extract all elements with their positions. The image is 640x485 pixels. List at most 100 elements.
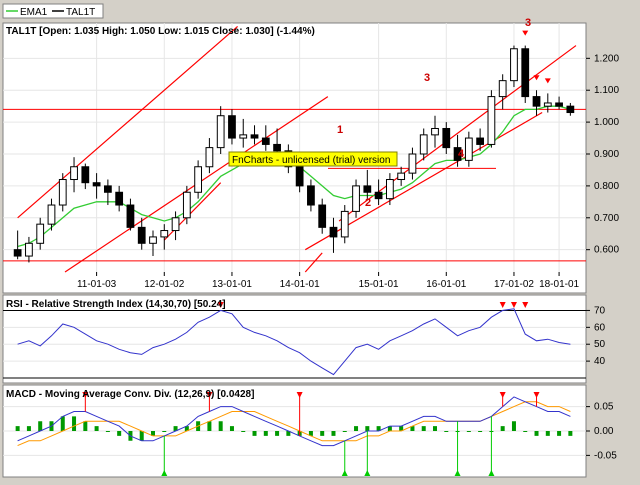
candle-body (160, 230, 169, 238)
down-arrows (522, 30, 551, 84)
x-tick-label-4: 15-01-01 (359, 279, 399, 290)
rsi-series-line (17, 308, 571, 376)
macd-hist-bar (568, 431, 573, 436)
macd-hist-bar (83, 421, 88, 431)
candle-body (25, 242, 33, 257)
legend-label-tal1t[interactable]: TAL1T (66, 7, 95, 18)
macd-hist-bar (60, 416, 65, 431)
candle-body (137, 226, 146, 244)
macd-hist-bar (105, 431, 110, 432)
macd-hist-bar (342, 431, 347, 432)
macd-hist-bar (286, 431, 291, 436)
x-tick-label-3: 14-01-01 (280, 279, 320, 290)
candle-body (216, 115, 225, 149)
macd-hist-bar (94, 426, 99, 431)
candle-body (476, 137, 485, 145)
watermark-text: FnCharts - unlicensed (trial) version (232, 155, 390, 166)
candle-body (239, 134, 248, 139)
down-arrow (522, 30, 529, 36)
y-tick-label-4: 0.800 (594, 181, 619, 192)
candle-body (92, 182, 101, 187)
candle-body (171, 217, 180, 232)
y-tick-label-6: 0.600 (594, 245, 619, 256)
legend-label-ema[interactable]: EMA1 (20, 7, 48, 18)
rsi-sell-marker (217, 302, 224, 308)
wave-label-3-top: 3 (525, 17, 531, 29)
candle-body (431, 127, 439, 136)
candle-body (126, 204, 135, 228)
macd-hist-bar (433, 426, 437, 431)
price-y-axis: 1.200 1.100 1.000 0.900 0.800 0.700 0.600 (586, 53, 619, 256)
rsi-panel (2, 294, 587, 384)
macd-grid (3, 406, 586, 456)
macd-y-tick-label-0: 0.05 (594, 402, 614, 413)
macd-hist-bar (308, 431, 313, 436)
candle-body (566, 105, 575, 114)
trend-line (304, 252, 323, 273)
wave-label-4: 4 (458, 148, 465, 160)
rsi-sell-marker (522, 302, 529, 308)
candle-body (13, 249, 22, 257)
buy-signal-marker (364, 470, 371, 476)
price-x-axis: 11-01-03 12-01-02 13-01-01 14-01-01 15-01-01… (77, 272, 580, 290)
y-tick-label-3: 0.900 (594, 149, 619, 160)
rsi-y-tick-label-2: 50 (594, 339, 606, 350)
rsi-grid (3, 309, 586, 379)
macd-hist-bar (523, 431, 528, 432)
macd-hist-bar (117, 431, 122, 436)
macd-hist-bar (466, 431, 471, 432)
x-tick-label-5: 16-01-01 (426, 279, 466, 290)
candle-body (228, 115, 236, 139)
wave-label-2: 2 (365, 197, 371, 209)
candle-body (329, 226, 338, 238)
candle-body (498, 80, 507, 98)
macd-hist-bar (15, 426, 20, 431)
x-tick-label-1: 12-01-02 (144, 279, 184, 290)
rsi-sell-marker (499, 302, 506, 308)
rsi-y-tick-label-3: 40 (594, 356, 606, 367)
candle-body (453, 147, 462, 161)
candle-body (419, 134, 428, 155)
y-tick-label-5: 0.700 (594, 213, 619, 224)
macd-hist-bar (478, 431, 483, 432)
rsi-markers (217, 302, 529, 308)
macd-hist-bar (207, 421, 212, 431)
macd-hist-bar (263, 431, 268, 436)
macd-header: MACD - Moving Average Conv. Div. (12,26,… (6, 389, 254, 400)
macd-hist-bar (162, 431, 167, 432)
macd-hist-bar (545, 431, 550, 436)
candle-body (543, 102, 552, 107)
x-tick-label-7: 18-01-01 (539, 279, 579, 290)
x-tick-label-2: 13-01-01 (212, 279, 252, 290)
candle-body (510, 48, 518, 82)
sell-signal-marker (296, 392, 303, 398)
candle-body (250, 134, 259, 139)
candle-body (149, 236, 157, 244)
rsi-y-tick-label-0: 70 (594, 305, 606, 316)
rsi-sell-marker (510, 302, 517, 308)
macd-hist-bar (331, 431, 336, 436)
sell-signal-marker (499, 392, 506, 398)
macd-markers (82, 392, 540, 476)
macd-hist-bar (252, 431, 257, 436)
candle-body (205, 147, 214, 168)
y-tick-label-0: 1.200 (594, 53, 619, 64)
rsi-y-tick-label-1: 60 (594, 322, 606, 333)
buy-signal-marker (341, 470, 348, 476)
candle-body (194, 166, 203, 193)
x-tick-label-0: 11-01-03 (77, 279, 117, 290)
candle-body (352, 185, 360, 212)
candle-body (374, 191, 383, 200)
macd-hist-bar (275, 431, 280, 436)
candle-body (81, 166, 90, 184)
rsi-y-axis: 70 60 50 40 (586, 305, 606, 367)
macd-y-tick-label-1: 0.00 (594, 426, 614, 437)
macd-hist-bar (229, 426, 234, 431)
macd-hist-bar (354, 426, 359, 431)
macd-hist-bar (511, 421, 516, 431)
candle-body (295, 166, 304, 187)
candle-body (555, 102, 563, 107)
macd-hist-bar (500, 426, 505, 431)
